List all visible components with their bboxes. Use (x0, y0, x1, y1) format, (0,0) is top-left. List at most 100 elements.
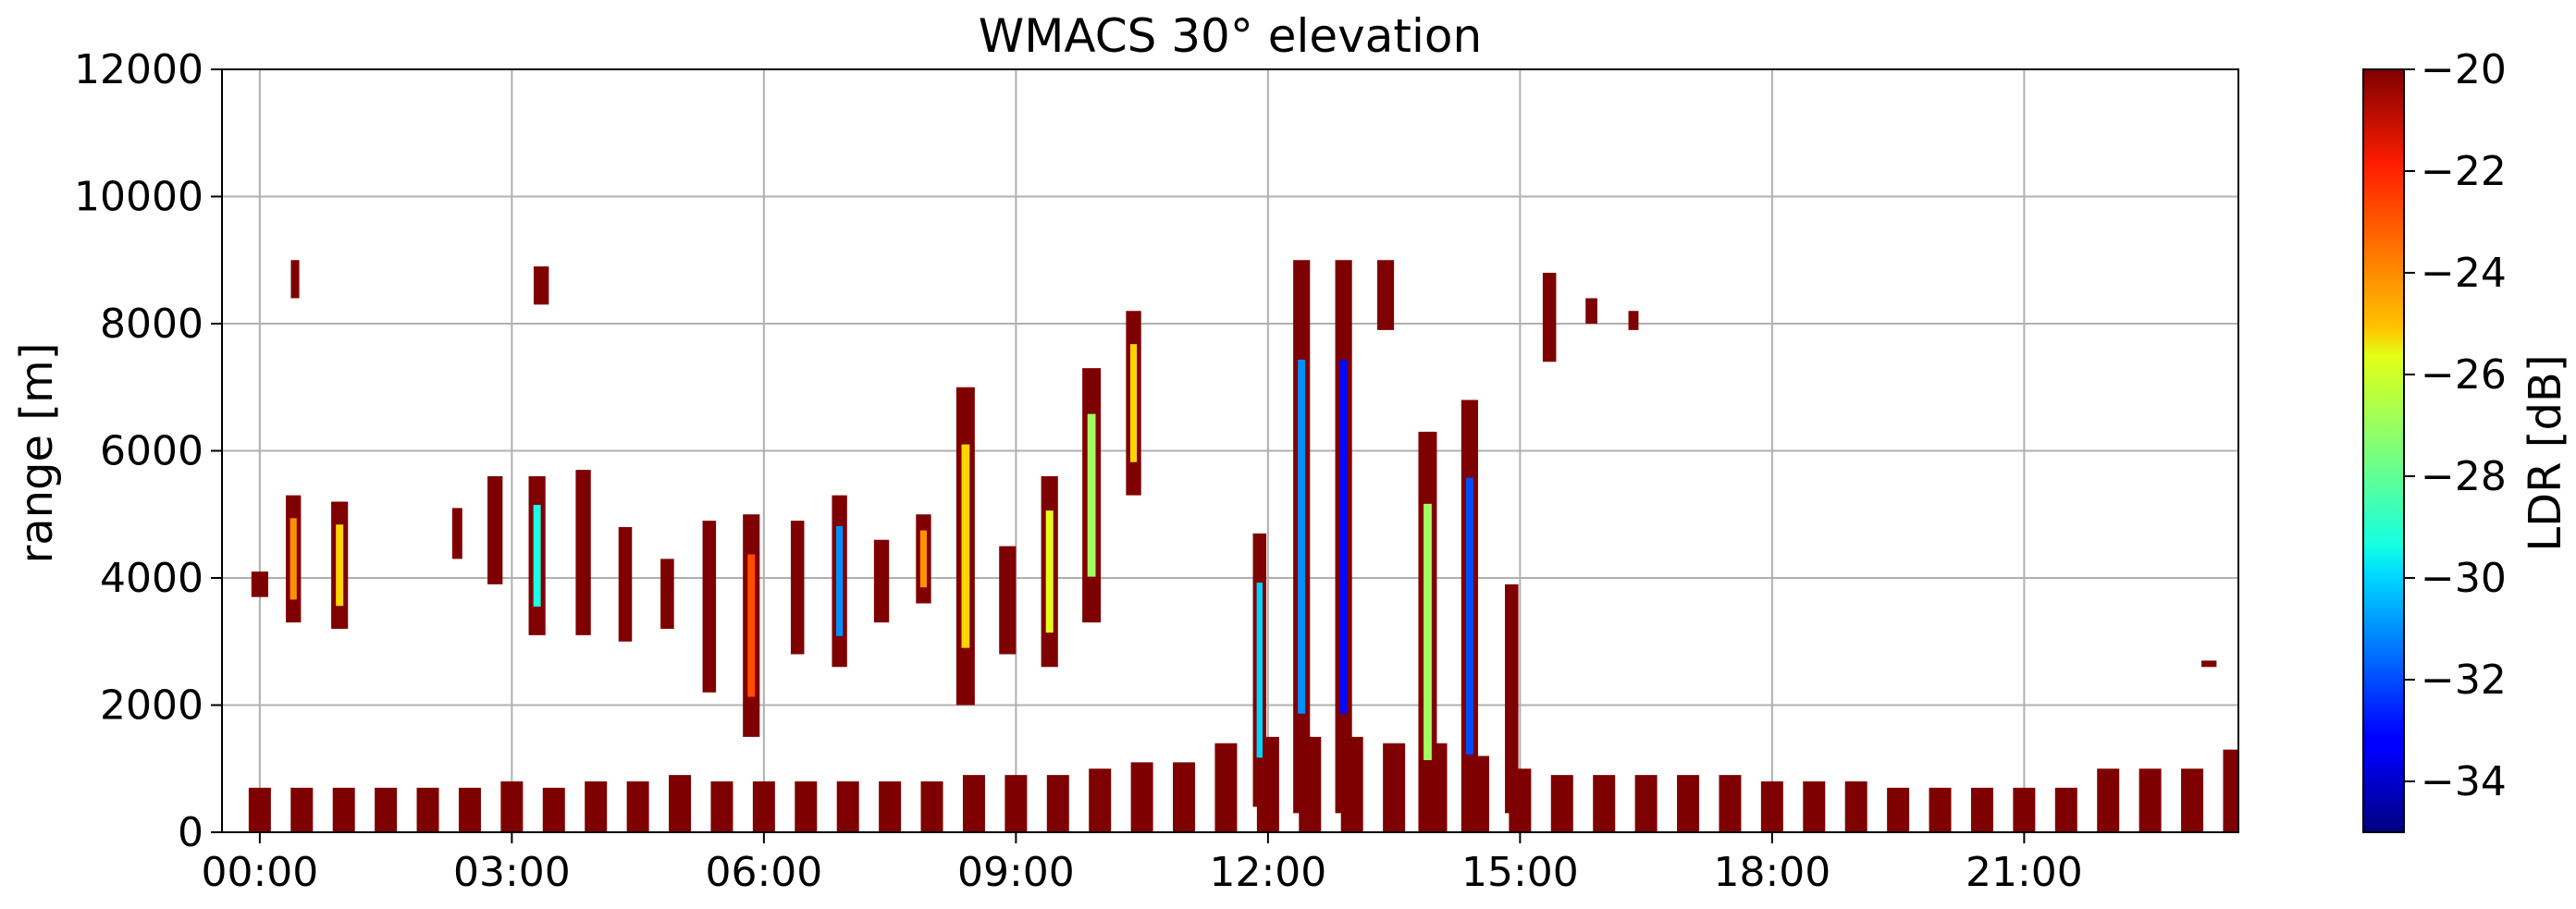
low-level-echo (1173, 762, 1196, 832)
echo-column (999, 546, 1017, 655)
low-level-echo (1677, 775, 1700, 832)
echo-core (1256, 583, 1263, 758)
echo-column (251, 571, 268, 597)
low-level-echo (2223, 749, 2238, 832)
low-level-echo (1593, 775, 1616, 832)
low-level-echo (2097, 768, 2120, 832)
x-tick-label: 12:00 (1209, 849, 1326, 896)
x-tick-label: 09:00 (957, 849, 1075, 896)
echo-column (2201, 660, 2217, 668)
low-level-echo (332, 787, 355, 832)
colorbar-tick-label: −30 (2421, 555, 2507, 602)
echo-column (1505, 583, 1519, 814)
x-tick-label: 15:00 (1461, 849, 1579, 896)
x-tick-label: 00:00 (201, 849, 318, 896)
echo-column (290, 260, 300, 299)
colorbar-tick-label: −22 (2421, 148, 2507, 195)
echo-core (961, 444, 970, 648)
low-level-echo (879, 781, 902, 832)
low-level-echo (416, 787, 439, 832)
echo-core (1465, 477, 1473, 755)
echo-column (618, 527, 633, 642)
colorbar-tick-label: −32 (2421, 657, 2507, 704)
echo-core (533, 504, 541, 607)
echo-column (790, 521, 805, 655)
low-level-echo (1089, 768, 1112, 832)
echo-core (290, 518, 297, 600)
echo-column (451, 508, 462, 559)
echo-core (836, 526, 844, 636)
y-tick-label: 4000 (100, 555, 203, 602)
low-level-echo (1550, 775, 1573, 832)
low-level-echo (752, 781, 775, 832)
low-level-echo (542, 787, 565, 832)
echo-core (1129, 344, 1138, 462)
low-level-echo (2138, 768, 2162, 832)
low-level-echo (669, 775, 692, 832)
echo-column (702, 521, 717, 693)
x-tick-label: 03:00 (453, 849, 571, 896)
colorbar-tick-label: −20 (2421, 46, 2507, 93)
echo-core (1424, 503, 1432, 761)
x-tick-label: 06:00 (705, 849, 822, 896)
echo-core (1045, 510, 1054, 633)
echo-core (336, 524, 344, 607)
echo-core (747, 554, 756, 697)
y-tick-label: 2000 (100, 682, 203, 730)
low-level-echo (1844, 781, 1867, 832)
low-level-echo (1214, 743, 1238, 832)
low-level-echo (1383, 743, 1406, 832)
y-axis-title: range [m] (11, 342, 63, 563)
low-level-echo (2013, 787, 2036, 832)
grid (222, 68, 2238, 833)
ldr-heatmap-data (248, 260, 2238, 832)
y-axis: 0 2000 4000 6000 8000 10000 12000 (74, 46, 222, 856)
echo-core (1298, 359, 1306, 714)
low-level-echo (585, 781, 608, 832)
low-level-echo (1887, 787, 1910, 832)
low-level-echo (500, 781, 524, 832)
x-tick-label: 18:00 (1713, 849, 1830, 896)
low-level-echo (1760, 781, 1783, 832)
low-level-echo (836, 781, 859, 832)
low-level-echo (458, 787, 481, 832)
echo-core (919, 530, 928, 588)
low-level-echo (248, 787, 271, 832)
low-level-echo (1046, 775, 1069, 832)
low-level-echo (626, 781, 649, 832)
low-level-echo (962, 775, 985, 832)
colorbar-title: LDR [dB] (2520, 354, 2571, 551)
chart-title: WMACS 30° elevation (979, 9, 1482, 63)
low-level-echo (2181, 768, 2204, 832)
low-level-echo (1634, 775, 1658, 832)
low-level-echo (795, 781, 818, 832)
low-level-echo (290, 787, 314, 832)
echo-column (660, 559, 674, 629)
y-tick-label: 8000 (100, 301, 203, 348)
echo-column (1628, 311, 1639, 330)
colorbar-tick-label: −34 (2421, 758, 2507, 805)
low-level-echo (1005, 775, 1028, 832)
low-level-echo (920, 781, 943, 832)
echo-core (1087, 413, 1096, 577)
echo-column (575, 470, 591, 635)
echo-column (1585, 298, 1597, 324)
colorbar (2362, 68, 2405, 833)
low-level-echo (710, 781, 733, 832)
echo-core (1339, 359, 1348, 714)
x-tick-label: 21:00 (1966, 849, 2083, 896)
y-tick-label: 0 (178, 809, 203, 856)
low-level-echo (1970, 787, 1993, 832)
echo-column (487, 476, 503, 584)
low-level-echo (1719, 775, 1742, 832)
low-level-echo (1130, 762, 1153, 832)
x-axis: 00:00 03:00 06:00 09:00 12:00 15:00 18:00 21:00 (201, 832, 2083, 896)
colorbar-tick-label: −26 (2421, 351, 2507, 399)
y-tick-label: 10000 (74, 174, 203, 221)
echo-column (1376, 260, 1395, 330)
y-tick-label: 12000 (74, 46, 203, 93)
colorbar-tick-label: −24 (2421, 250, 2507, 297)
y-tick-label: 6000 (100, 428, 203, 475)
echo-column (873, 539, 890, 623)
